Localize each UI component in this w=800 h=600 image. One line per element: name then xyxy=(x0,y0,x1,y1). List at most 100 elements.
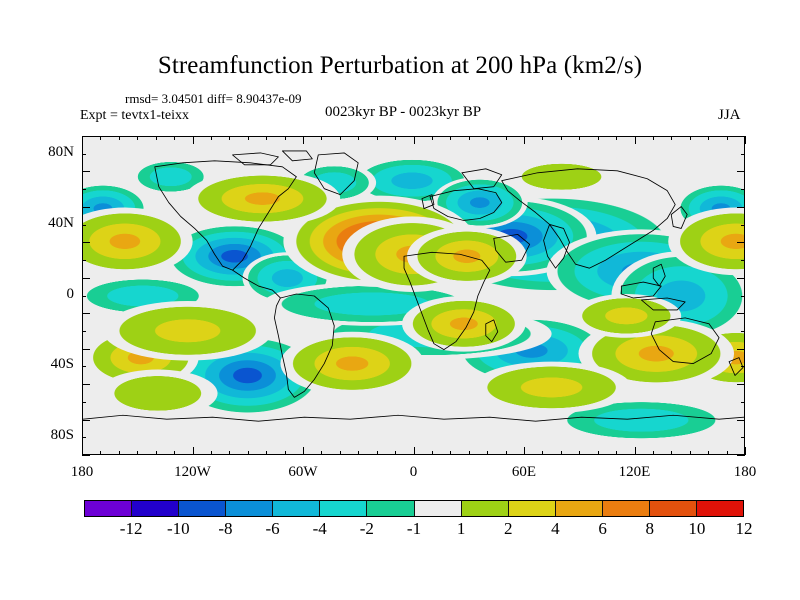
y-axis-tick-label: 80S xyxy=(50,427,74,444)
colorbar-tick-label: -4 xyxy=(312,519,327,538)
y-axis-tick-label: 40N xyxy=(48,214,74,231)
colorbar-tick-label: -6 xyxy=(265,519,280,538)
axis-tick xyxy=(118,136,120,140)
axis-tick xyxy=(82,153,86,155)
axis-tick xyxy=(321,451,323,455)
axis-tick xyxy=(431,136,433,140)
axis-tick xyxy=(468,136,470,140)
experiment-annotation: Expt = tevtx1-teixx xyxy=(80,108,189,123)
axis-tick xyxy=(82,330,86,332)
contour-fill-layer xyxy=(83,137,744,454)
axis-tick xyxy=(745,136,746,144)
axis-tick xyxy=(174,451,176,455)
colorbar-band xyxy=(272,501,320,516)
y-axis-tick-label: 40S xyxy=(50,356,74,373)
colorbar-band xyxy=(413,501,461,516)
axis-tick xyxy=(82,295,86,297)
axis-tick xyxy=(82,313,90,315)
axis-tick xyxy=(505,451,507,455)
axis-tick xyxy=(210,451,212,455)
colorbar-band xyxy=(319,501,367,516)
axis-tick xyxy=(737,171,745,173)
axis-tick xyxy=(229,136,231,140)
axis-tick xyxy=(737,313,745,315)
stats-annotation: rmsd= 3.04501 diff= 8.90437e-09 xyxy=(125,91,302,106)
axis-tick xyxy=(137,136,139,140)
axis-tick xyxy=(100,136,102,140)
axis-tick xyxy=(82,206,90,208)
axis-tick xyxy=(689,136,691,140)
colorbar-tick-label: -8 xyxy=(218,519,233,538)
axis-tick xyxy=(210,136,212,140)
axis-tick xyxy=(303,136,304,144)
axis-tick xyxy=(708,451,710,455)
axis-tick xyxy=(82,447,83,455)
axis-tick xyxy=(303,447,304,455)
axis-tick xyxy=(579,136,581,140)
axis-tick xyxy=(431,451,433,455)
axis-tick xyxy=(671,451,673,455)
colorbar-band xyxy=(554,501,602,516)
colorbar-tick-label: 1 xyxy=(456,519,466,538)
colorbar-tick-label: -1 xyxy=(406,519,422,538)
season-annotation: JJA xyxy=(718,107,741,123)
x-axis-tick-label: 120W xyxy=(174,464,211,480)
map-plot-area xyxy=(82,136,745,455)
axis-tick xyxy=(616,136,618,140)
colorbar[interactable] xyxy=(84,500,744,517)
colorbar-tick-label: 10 xyxy=(688,519,706,538)
axis-tick xyxy=(266,136,268,140)
axis-tick xyxy=(155,451,157,455)
y-axis-tick-label: 80N xyxy=(48,143,74,160)
colorbar-tick-label: -12 xyxy=(119,519,143,538)
axis-tick xyxy=(82,242,90,244)
axis-tick xyxy=(708,136,710,140)
axis-tick xyxy=(560,136,562,140)
axis-tick xyxy=(82,277,90,279)
axis-tick xyxy=(82,384,90,386)
axis-tick xyxy=(137,451,139,455)
colorbar-band xyxy=(460,501,508,516)
axis-tick xyxy=(376,136,378,140)
axis-tick xyxy=(737,419,745,421)
axis-tick xyxy=(741,330,745,332)
axis-tick xyxy=(652,136,654,140)
axis-tick xyxy=(82,189,86,191)
axis-tick xyxy=(737,455,745,456)
axis-tick xyxy=(741,153,745,155)
axis-tick xyxy=(284,136,286,140)
x-axis-tick-label: 60E xyxy=(511,464,537,480)
colorbar-band xyxy=(507,501,555,516)
axis-tick xyxy=(229,451,231,455)
axis-tick xyxy=(542,451,544,455)
axis-tick xyxy=(450,136,452,140)
axis-tick xyxy=(542,136,544,140)
axis-tick xyxy=(745,447,746,455)
axis-tick xyxy=(339,136,341,140)
axis-tick xyxy=(597,136,599,140)
axis-tick xyxy=(247,451,249,455)
colorbar-tick-label: -10 xyxy=(166,519,190,538)
axis-tick xyxy=(579,451,581,455)
axis-tick xyxy=(741,189,745,191)
axis-tick xyxy=(524,136,525,144)
axis-tick xyxy=(505,136,507,140)
axis-tick xyxy=(321,136,323,140)
axis-tick xyxy=(671,136,673,140)
axis-tick xyxy=(737,348,745,350)
axis-tick xyxy=(247,136,249,140)
axis-tick xyxy=(376,451,378,455)
colorbar-tick-label: 8 xyxy=(645,519,654,538)
axis-tick xyxy=(82,455,90,456)
axis-tick xyxy=(737,136,745,137)
axis-tick xyxy=(634,136,636,144)
page-title: Streamfunction Perturbation at 200 hPa (… xyxy=(157,52,643,79)
axis-tick xyxy=(468,451,470,455)
colorbar-tick-label: -2 xyxy=(359,519,374,538)
axis-tick xyxy=(689,451,691,455)
colorbar-band xyxy=(131,501,179,516)
axis-tick xyxy=(741,437,745,439)
coastline-layer xyxy=(83,150,744,422)
axis-tick xyxy=(652,451,654,455)
x-axis-tick-label: 120E xyxy=(618,464,651,480)
